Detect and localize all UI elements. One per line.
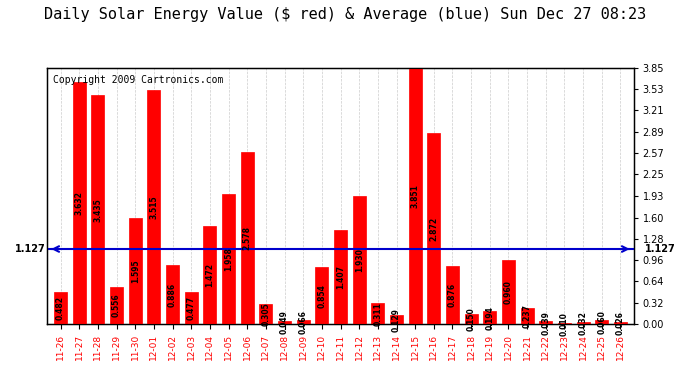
Bar <box>390 315 403 324</box>
Text: 2.578: 2.578 <box>243 226 252 250</box>
Text: 0.482: 0.482 <box>56 296 65 320</box>
Text: 0.237: 0.237 <box>522 304 532 328</box>
Bar <box>464 314 477 324</box>
Bar <box>166 265 179 324</box>
Text: 0.032: 0.032 <box>579 311 588 335</box>
Bar <box>110 287 123 324</box>
Text: 0.010: 0.010 <box>560 312 569 336</box>
Bar <box>371 303 384 324</box>
Bar <box>315 267 328 324</box>
Text: 0.854: 0.854 <box>317 284 326 308</box>
Text: 0.960: 0.960 <box>504 280 513 304</box>
Bar <box>297 320 310 324</box>
Bar <box>204 226 217 324</box>
Bar <box>558 323 571 324</box>
Bar <box>334 230 347 324</box>
Text: 1.595: 1.595 <box>130 259 139 283</box>
Bar <box>72 82 86 324</box>
Text: 0.039: 0.039 <box>542 311 551 334</box>
Text: Daily Solar Energy Value ($ red) & Average (blue) Sun Dec 27 08:23: Daily Solar Energy Value ($ red) & Avera… <box>44 8 646 22</box>
Bar <box>278 321 291 324</box>
Bar <box>91 95 104 324</box>
Text: 0.876: 0.876 <box>448 283 457 307</box>
Text: 2.872: 2.872 <box>429 216 438 240</box>
Text: Copyright 2009 Cartronics.com: Copyright 2009 Cartronics.com <box>53 75 224 86</box>
Text: 3.632: 3.632 <box>75 191 83 215</box>
Bar <box>427 133 440 324</box>
Text: 0.556: 0.556 <box>112 294 121 317</box>
Text: 0.066: 0.066 <box>299 310 308 334</box>
Bar <box>483 311 496 324</box>
Bar <box>222 194 235 324</box>
Text: 1.127: 1.127 <box>15 244 46 254</box>
Text: 0.060: 0.060 <box>598 310 607 334</box>
Text: 3.435: 3.435 <box>93 198 102 222</box>
Bar <box>521 308 533 324</box>
Bar <box>128 218 141 324</box>
Bar <box>614 322 627 324</box>
Text: 0.311: 0.311 <box>373 302 382 326</box>
Text: 1.407: 1.407 <box>336 265 345 289</box>
Bar <box>241 152 254 324</box>
Bar <box>147 90 160 324</box>
Bar <box>502 260 515 324</box>
Text: 0.305: 0.305 <box>262 302 270 326</box>
Text: 0.150: 0.150 <box>466 307 475 331</box>
Text: 1.472: 1.472 <box>206 263 215 287</box>
Text: 1.958: 1.958 <box>224 247 233 271</box>
Bar <box>259 304 273 324</box>
Text: 1.930: 1.930 <box>355 248 364 272</box>
Bar <box>54 292 67 324</box>
Text: 0.129: 0.129 <box>392 308 401 332</box>
Text: 0.477: 0.477 <box>187 296 196 320</box>
Text: 0.026: 0.026 <box>616 311 625 335</box>
Bar <box>408 68 422 324</box>
Text: 0.049: 0.049 <box>280 310 289 334</box>
Bar <box>185 292 198 324</box>
Text: 0.194: 0.194 <box>485 306 494 330</box>
Text: 3.515: 3.515 <box>149 195 158 219</box>
Text: 1.127: 1.127 <box>645 244 676 254</box>
Bar <box>540 321 553 324</box>
Text: 0.886: 0.886 <box>168 282 177 307</box>
Text: 3.851: 3.851 <box>411 184 420 208</box>
Bar <box>595 320 609 324</box>
Bar <box>577 322 590 324</box>
Bar <box>446 266 459 324</box>
Bar <box>353 195 366 324</box>
